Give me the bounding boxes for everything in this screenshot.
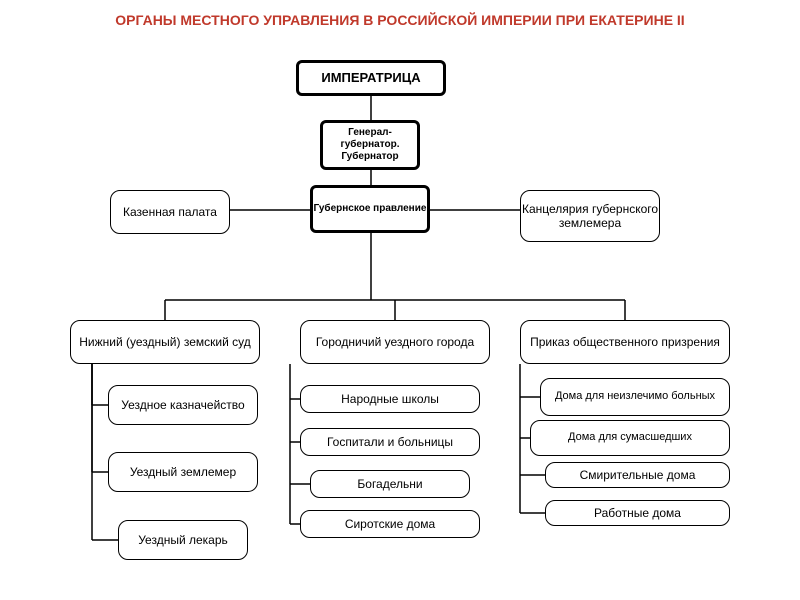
node-schools: Народные школы bbox=[300, 385, 480, 413]
node-prikaz: Приказ общественного призрения bbox=[520, 320, 730, 364]
node-uezd_surveyor: Уездный землемер bbox=[108, 452, 258, 492]
node-restraint: Смирительные дома bbox=[545, 462, 730, 488]
node-governor: Генерал-губернатор. Губернатор bbox=[320, 120, 420, 170]
node-gub_board: Губернское правление bbox=[310, 185, 430, 233]
node-chancellery: Канцелярия губернского землемера bbox=[520, 190, 660, 242]
node-incurable: Дома для неизлечимо больных bbox=[540, 378, 730, 416]
node-gorodnichy: Городничий уездного города bbox=[300, 320, 490, 364]
node-zemsky: Нижний (уездный) земский суд bbox=[70, 320, 260, 364]
node-almshouses: Богадельни bbox=[310, 470, 470, 498]
node-empress: ИМПЕРАТРИЦА bbox=[296, 60, 446, 96]
diagram-title: ОРГАНЫ МЕСТНОГО УПРАВЛЕНИЯ В РОССИЙСКОЙ … bbox=[0, 12, 800, 28]
node-orphanages: Сиротские дома bbox=[300, 510, 480, 538]
node-hospitals: Госпитали и больницы bbox=[300, 428, 480, 456]
node-workhouses: Работные дома bbox=[545, 500, 730, 526]
node-treasury: Казенная палата bbox=[110, 190, 230, 234]
node-uezd_treasury: Уездное казначейство bbox=[108, 385, 258, 425]
node-madhouses: Дома для сумасшедших bbox=[530, 420, 730, 456]
node-uezd_healer: Уездный лекарь bbox=[118, 520, 248, 560]
